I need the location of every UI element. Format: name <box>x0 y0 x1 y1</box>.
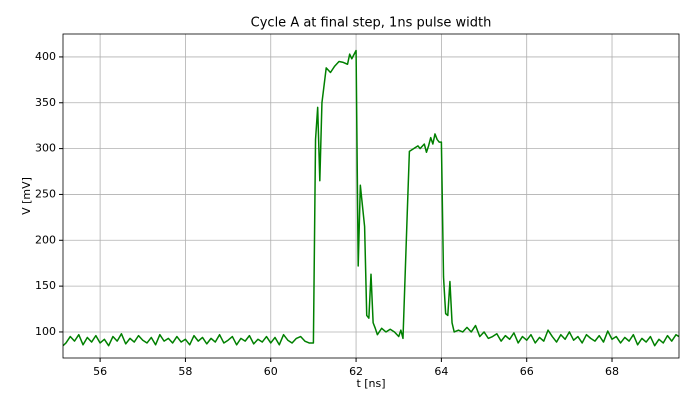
x-tick-label: 56 <box>93 365 107 378</box>
y-axis-label: V [mV] <box>20 177 33 215</box>
y-tick-label: 350 <box>35 96 56 109</box>
y-tick-label: 400 <box>35 50 56 63</box>
y-tick-label: 300 <box>35 142 56 155</box>
x-tick-label: 62 <box>349 365 363 378</box>
x-tick-label: 68 <box>605 365 619 378</box>
y-tick-label: 100 <box>35 325 56 338</box>
x-tick-label: 60 <box>264 365 278 378</box>
plot-frame <box>62 33 680 359</box>
x-tick-label: 64 <box>434 365 448 378</box>
y-tick-label: 250 <box>35 187 56 200</box>
y-tick-label: 150 <box>35 279 56 292</box>
data-line <box>63 49 679 347</box>
chart-title: Cycle A at final step, 1ns pulse width <box>251 16 492 31</box>
x-axis-label: t [ns] <box>356 377 385 390</box>
y-tick-label: 200 <box>35 233 56 246</box>
x-tick-label: 66 <box>520 365 534 378</box>
x-tick-label: 58 <box>178 365 192 378</box>
